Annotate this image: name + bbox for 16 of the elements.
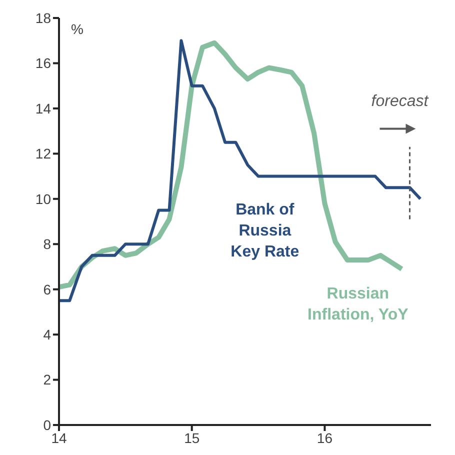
y-tick-label: 6 (43, 281, 52, 298)
y-tick-label: 4 (43, 326, 52, 343)
y-tick-label: 10 (35, 190, 52, 207)
y-axis-title: % (71, 21, 84, 37)
series-label: Bank of Russia Key Rate (230, 202, 300, 261)
y-tick-label: 18 (35, 10, 52, 26)
x-tick-label: 15 (184, 430, 200, 446)
y-tick-label: 8 (43, 236, 52, 252)
ref-line-label: forecast (371, 93, 429, 110)
y-tick-label: 2 (43, 372, 52, 388)
y-tick-label: 16 (35, 55, 52, 72)
x-tick-label: 16 (316, 430, 333, 446)
series-label: Russian Inflation, YoY (308, 285, 409, 324)
y-tick-label: 12 (35, 146, 52, 162)
y-tick-label: 0 (43, 416, 52, 433)
y-tick-label: 14 (35, 100, 52, 116)
